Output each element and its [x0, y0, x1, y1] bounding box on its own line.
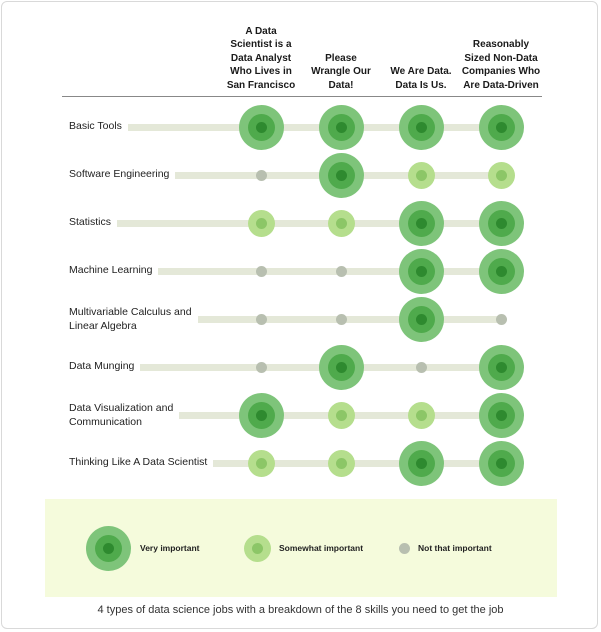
importance-marker-somewhat [327, 209, 355, 237]
importance-marker-not [335, 313, 347, 325]
skill-row: Data Visualization and Communication [0, 0, 601, 438]
row-track [72, 364, 501, 371]
skill-label: Data Visualization and Communication [69, 402, 180, 429]
not-important-marker [398, 542, 410, 554]
importance-marker-somewhat [327, 449, 355, 477]
row-track [72, 268, 501, 275]
skill-row: Thinking Like A Data Scientist [0, 0, 601, 486]
row-track [72, 460, 501, 467]
column-header: Please Wrangle Our Data! [311, 52, 371, 91]
skill-label: Basic Tools [69, 120, 128, 134]
importance-marker-very [478, 440, 524, 486]
importance-marker-somewhat [247, 449, 275, 477]
importance-marker-somewhat [247, 209, 275, 237]
row-track [72, 220, 501, 227]
importance-marker-not [255, 361, 267, 373]
row-track [72, 124, 501, 131]
column-header: Reasonably Sized Non-Data Companies Who … [461, 39, 541, 91]
skill-row: Machine Learning [0, 0, 601, 294]
skill-row: Software Engineering [0, 0, 601, 198]
skill-row: Data Munging [0, 0, 601, 390]
importance-marker-very [398, 296, 444, 342]
importance-marker-somewhat [487, 161, 515, 189]
very-important-marker [85, 525, 131, 571]
importance-marker-somewhat [407, 161, 435, 189]
skill-row: Statistics [0, 0, 601, 246]
skill-row: Basic Tools [0, 0, 601, 150]
skill-row: Multivariable Calculus and Linear Algebr… [0, 0, 601, 342]
legend: Very important Somewhat important Not th… [45, 499, 557, 597]
importance-marker-not [255, 169, 267, 181]
skill-label: Thinking Like A Data Scientist [69, 456, 214, 470]
skill-label: Machine Learning [69, 264, 159, 278]
importance-marker-very [478, 248, 524, 294]
somewhat-important-marker [243, 534, 271, 562]
row-track [72, 412, 501, 419]
header-rule [62, 96, 542, 97]
importance-marker-very [398, 200, 444, 246]
skill-label: Statistics [69, 216, 118, 230]
importance-marker-very [318, 152, 364, 198]
importance-marker-very [238, 392, 284, 438]
importance-marker-somewhat [327, 401, 355, 429]
importance-marker-very [478, 392, 524, 438]
importance-marker-not [255, 265, 267, 277]
skill-label: Software Engineering [69, 168, 176, 182]
skill-label: Multivariable Calculus and Linear Algebr… [69, 306, 198, 333]
legend-label-not: Not that important [418, 543, 492, 553]
importance-marker-very [318, 104, 364, 150]
skill-label: Data Munging [69, 360, 141, 374]
row-track [72, 172, 501, 179]
importance-marker-not [415, 361, 427, 373]
importance-marker-very [478, 200, 524, 246]
importance-marker-very [478, 344, 524, 390]
legend-label-very: Very important [140, 543, 200, 553]
importance-marker-very [478, 104, 524, 150]
importance-marker-very [238, 104, 284, 150]
figure-caption: 4 types of data science jobs with a brea… [97, 604, 504, 616]
importance-marker-very [398, 248, 444, 294]
importance-marker-not [255, 313, 267, 325]
legend-label-somewhat: Somewhat important [279, 543, 364, 553]
column-header: A Data Scientist is a Data Analyst Who L… [226, 25, 296, 91]
importance-marker-very [398, 104, 444, 150]
importance-marker-very [318, 344, 364, 390]
importance-marker-somewhat [407, 401, 435, 429]
importance-marker-very [398, 440, 444, 486]
importance-marker-not [495, 313, 507, 325]
importance-marker-not [335, 265, 347, 277]
row-track [72, 316, 501, 323]
column-header: We Are Data. Data Is Us. [390, 66, 452, 91]
